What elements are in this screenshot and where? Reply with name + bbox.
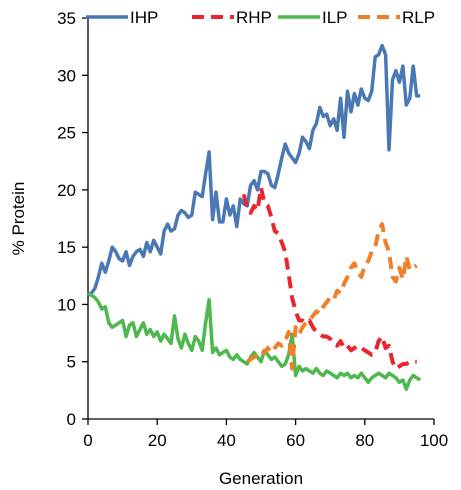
series-line-rlp — [246, 222, 418, 371]
x-tick-label: 20 — [148, 431, 167, 450]
x-tick-label: 60 — [286, 431, 305, 450]
x-tick-label: 80 — [355, 431, 374, 450]
series-layer — [87, 43, 422, 391]
series-line-ilp — [87, 291, 422, 391]
legend-label-ilp: ILP — [322, 8, 348, 27]
y-axis-title: % Protein — [9, 182, 28, 256]
y-tick-label: 10 — [57, 295, 76, 314]
y-tick-label: 25 — [57, 124, 76, 143]
y-axis-ticks: 0 5 10 15 20 25 30 35 — [57, 9, 88, 429]
series-line-rhp — [241, 185, 417, 371]
legend-label-ihp: IHP — [130, 8, 158, 27]
y-tick-label: 15 — [57, 238, 76, 257]
y-tick-label: 0 — [67, 410, 76, 429]
x-axis-title: Generation — [219, 469, 303, 488]
legend: IHP RHP ILP RLP — [86, 8, 435, 27]
y-tick-label: 35 — [57, 9, 76, 28]
y-tick-label: 5 — [67, 353, 76, 372]
x-tick-label: 0 — [83, 431, 92, 450]
series-line-ihp — [87, 43, 421, 297]
legend-label-rhp: RHP — [236, 8, 272, 27]
legend-label-rlp: RLP — [402, 8, 435, 27]
x-axis-ticks: 0 20 40 60 80 100 — [83, 419, 448, 450]
x-tick-label: 100 — [420, 431, 448, 450]
y-tick-label: 30 — [57, 66, 76, 85]
y-tick-label: 20 — [57, 181, 76, 200]
x-tick-label: 40 — [217, 431, 236, 450]
plot-area: 0 5 10 15 20 25 30 35 0 20 40 60 80 100 — [57, 9, 448, 450]
